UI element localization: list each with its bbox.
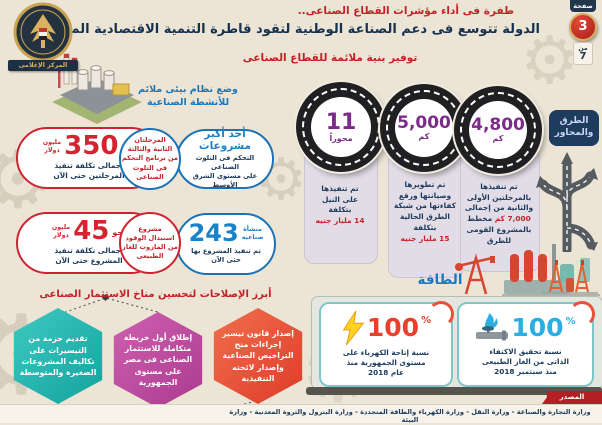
sources-list: وزارة التجارة والصناعة - وزارة النقل - و… [229,408,591,424]
eco-system-note: وضع نظام بيئى ملائم للأنشطة الصناعية [138,84,238,108]
tire-road-ring: 11 محوراً [296,82,386,172]
lightning-icon [342,310,365,345]
logo-banner-label: المركز الإعلامى [8,60,78,71]
developed-km: 5,000 [397,113,451,133]
energy-panel-base [306,387,602,395]
reform-hexagon-investment-map: إطلاق أول خريطة متكاملة للاستثمار الصناع… [113,312,203,408]
page-number-badge: صفحة 3 من 7 [567,0,599,65]
footer-strip [0,404,602,423]
gas-sufficiency-card: 100 % نسبة تحقيق الاكتفاء الذاتى من الغا… [457,301,595,387]
gas-percent: 100 [511,313,564,343]
header-kicker: طفرة فى أداء مؤشرات القطاع الصناعى.. [297,5,514,17]
eagle-emblem-icon [13,2,73,62]
gas-valve-icon [476,312,509,341]
executed-km: 4,800 [471,115,525,135]
gear-icon: ⚙ [520,22,580,99]
cabinet-media-center-logo: المركز الإعلامى [6,2,80,82]
page-total: من 7 [573,42,593,65]
roads-axes-panel-label: الطرق والمحاور [549,110,599,146]
project-pill-pollution: أحد أكبر مشروعات التحكم فى التلوث الصناع… [176,128,274,189]
page-number: 3 [569,13,597,41]
tire-road-ring: 4,800 كم [454,86,542,174]
axes-count: 11 [325,109,357,135]
reforms-title: أبرز الإصلاحات لتحسين مناخ الاستثمار الص… [39,289,272,300]
energy-section-title: الطاقة [417,272,463,288]
electricity-card: 100 % نسبة إتاحة الكهرباء على مستوى الجم… [319,301,454,387]
reform-hexagon-sme-facilitations: تقديم حزمة من التيسيرات على تكاليف المشر… [13,308,103,404]
source-label: المصدر [542,391,602,404]
fuel-replacement-circle: مشروع استبدال الوقود من المازوت للغاز ال… [119,212,181,274]
pollution-program-circle: المرحلتان الثانية والثالثة من برنامج الت… [119,128,181,190]
page-title: الدولة تتوسع فى دعم الصناعة الوطنية لتقو… [25,22,540,37]
roads-interchange-icon [536,152,598,252]
developed-desc: تم تطويرها وصيانتها ورفع كفاءتها من شبكة… [393,180,457,243]
corner-accent [428,301,454,327]
corner-accent [569,301,595,327]
tire-road-ring: 5,000 كم [380,84,468,172]
electricity-percent: 100 [366,313,420,343]
page-label: صفحة [570,0,596,12]
axes-desc: تم تنفيذها على النيل بتكلفة 14 مليار جني… [315,184,365,226]
facilities-pill: منشأة صناعية 243 تم تنفيذ المشروع بها حت… [176,213,276,275]
section-subtitle: توفير بنية ملائمة للقطاع الصناعى [242,52,418,64]
pumpjack-icon [542,260,598,294]
executed-desc: تم تنفيذها بالمرحلتين الأولى والثانية من… [464,182,534,245]
